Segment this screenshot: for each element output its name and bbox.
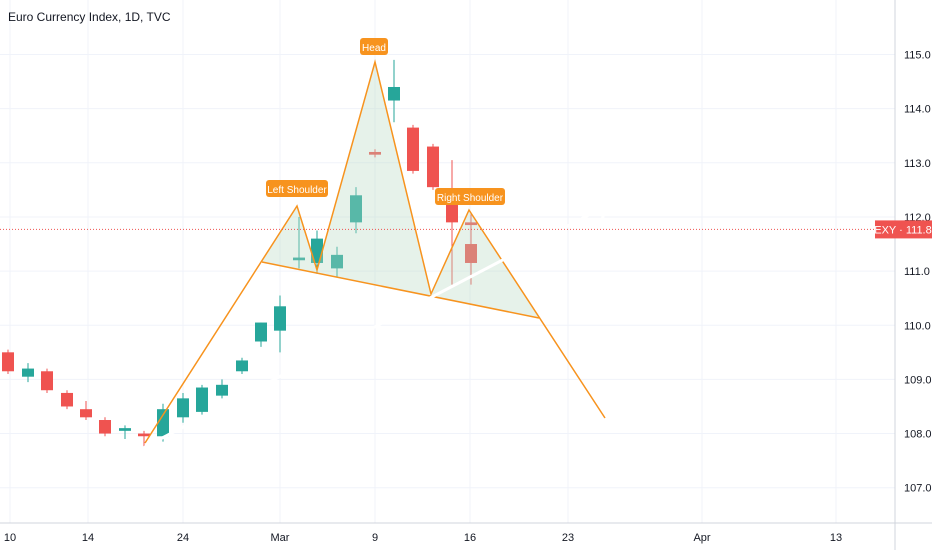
candle-body <box>80 409 92 418</box>
candle <box>293 216 305 269</box>
candle-body <box>61 392 73 407</box>
y-tick-label: 113.0 <box>904 158 931 170</box>
candle <box>274 295 286 353</box>
y-tick-label: 115.0 <box>904 50 931 62</box>
annotation-box <box>266 180 328 197</box>
y-axis: 107.0108.0109.0110.0111.0112.0113.0114.0… <box>904 50 932 495</box>
candle <box>465 214 477 280</box>
candle <box>61 390 73 410</box>
candle-body <box>119 428 131 431</box>
x-tick-label: 13 <box>830 532 842 544</box>
candle-body <box>138 433 150 437</box>
candle-body <box>388 86 400 101</box>
y-tick-label: 114.0 <box>904 104 931 116</box>
candle <box>157 403 169 442</box>
candle-body <box>22 368 34 377</box>
candle <box>99 417 111 437</box>
candle <box>236 357 248 374</box>
candle <box>22 363 34 383</box>
annotation-label: Head <box>360 38 388 55</box>
last-price: EXY · 111.8 <box>0 220 932 239</box>
candle-body <box>369 151 381 155</box>
x-tick-label: Apr <box>693 532 710 544</box>
x-tick-label: 16 <box>464 532 476 544</box>
x-tick-label: 14 <box>82 532 94 544</box>
candle <box>216 379 228 399</box>
annotation-text: Right Shoulder <box>437 193 504 204</box>
candle <box>41 368 53 393</box>
candle-body <box>293 257 305 261</box>
candle-body <box>350 195 362 223</box>
x-tick-label: 10 <box>4 532 16 544</box>
x-tick-label: 24 <box>177 532 189 544</box>
candle-body <box>407 127 419 171</box>
trend-line <box>143 205 606 449</box>
candle <box>388 59 400 123</box>
candle <box>407 124 419 174</box>
y-tick-label: 109.0 <box>904 374 932 386</box>
last-price-badge <box>875 220 932 239</box>
annotation-text: Left Shoulder <box>267 185 327 196</box>
head-shoulders-pattern <box>144 59 606 444</box>
candle <box>177 392 189 423</box>
candle <box>196 384 208 415</box>
candles <box>2 59 477 448</box>
candle-body <box>157 409 169 437</box>
annotations: Left Shoulder Head Right Shoulder <box>266 38 505 205</box>
candle <box>119 425 131 439</box>
x-tick-label: 23 <box>562 532 574 544</box>
arrow-head <box>591 194 608 228</box>
candle-body <box>331 254 343 269</box>
candle-body <box>216 384 228 396</box>
x-tick-label: Mar <box>271 532 290 544</box>
candle-body <box>236 360 248 372</box>
chart-title: Euro Currency Index, 1D, TVC <box>8 10 171 24</box>
x-axis: 10 14 24 Mar 9 16 23 Apr 13 <box>4 532 842 544</box>
last-price-label: EXY · 111.8 <box>874 224 931 236</box>
candle <box>255 322 267 347</box>
candle-body <box>255 322 267 342</box>
neckline <box>261 261 540 319</box>
candle <box>138 430 150 448</box>
candle-body <box>41 371 53 391</box>
y-tick-label: 110.0 <box>904 320 931 332</box>
candle-body <box>177 398 189 418</box>
pattern-fill <box>262 62 539 318</box>
candle-body <box>427 146 439 188</box>
candle-body <box>274 306 286 331</box>
candle <box>427 143 439 190</box>
candle <box>369 149 381 158</box>
x-tick-label: 9 <box>372 532 378 544</box>
y-tick-label: 111.0 <box>904 266 930 278</box>
annotation-text: Head <box>362 43 386 54</box>
candle <box>350 187 362 234</box>
annotation-box <box>435 188 505 205</box>
candle-body <box>99 420 111 434</box>
y-tick-label: 107.0 <box>904 483 932 495</box>
annotation-label: Left Shoulder <box>266 180 328 197</box>
candle-body <box>196 387 208 412</box>
y-tick-label: 108.0 <box>904 429 932 441</box>
candle <box>2 349 14 374</box>
candle-body <box>465 222 477 226</box>
trend-arrow <box>143 194 608 449</box>
annotation-box <box>360 38 388 55</box>
pattern-line <box>144 59 606 444</box>
annotation-label: Right Shoulder <box>435 188 505 205</box>
candle <box>331 246 343 277</box>
candle-body <box>2 352 14 372</box>
candle <box>80 401 92 421</box>
